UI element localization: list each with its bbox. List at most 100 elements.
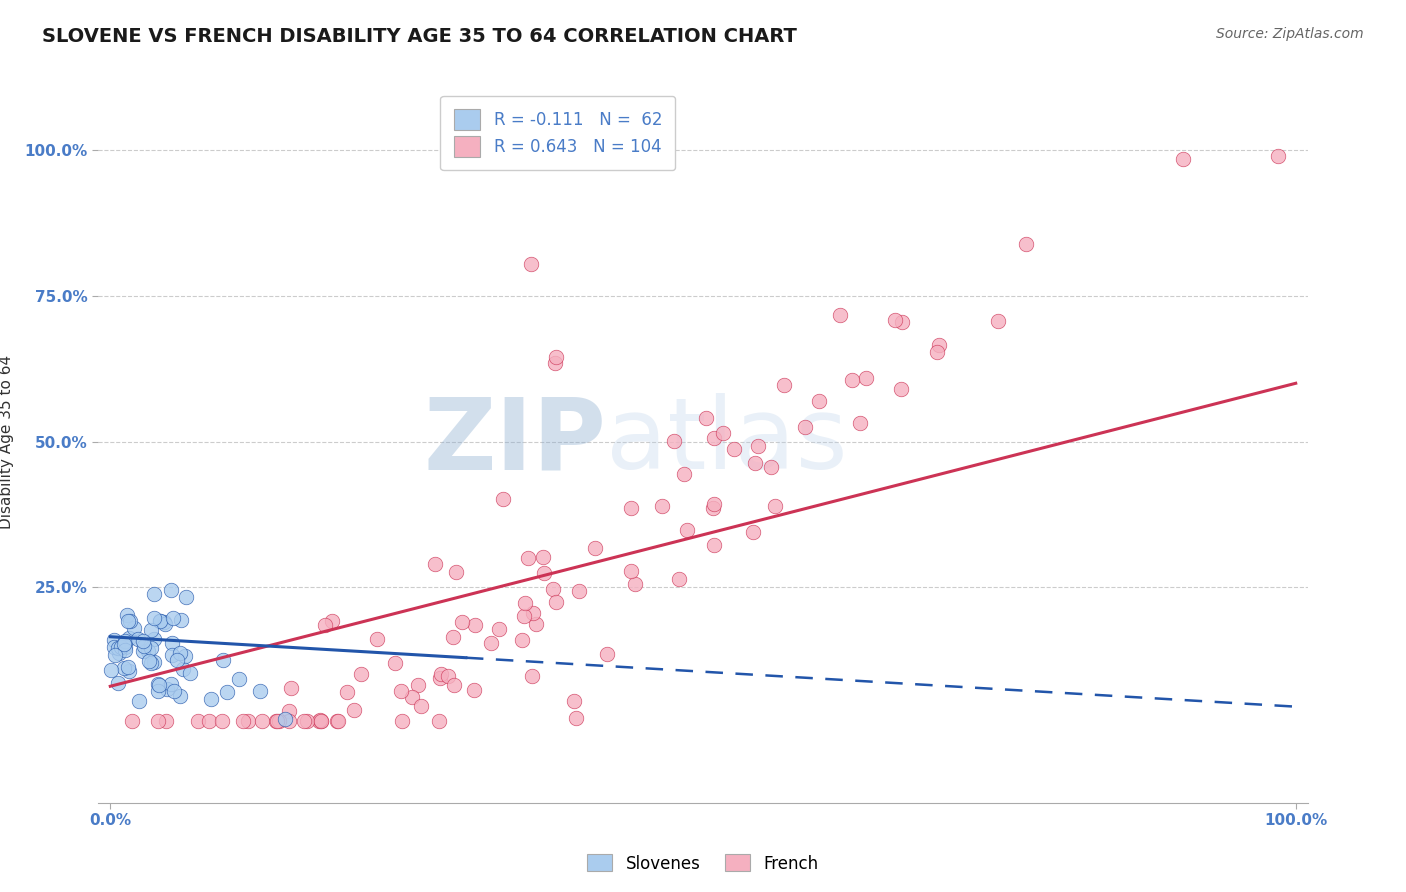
Point [132,644,155,658]
Point [513,608,536,623]
Point [389,684,412,698]
Point [927,344,949,359]
Point [830,308,852,322]
Point [987,313,1010,327]
Point [264,714,287,729]
Point [273,712,295,726]
Point [741,525,763,540]
Text: Source: ZipAtlas.com: Source: ZipAtlas.com [1216,27,1364,41]
Point [711,425,734,440]
Point [142,655,165,669]
Point [703,497,725,511]
Point [121,714,143,729]
Point [436,668,458,682]
Point [159,582,181,597]
Point [107,640,129,655]
Point [114,642,136,657]
Point [139,641,162,656]
Point [309,714,332,729]
Point [391,714,413,729]
Point [335,684,357,698]
Point [430,666,453,681]
Point [114,633,136,648]
Point [441,630,464,644]
Point [166,653,188,667]
Point [200,691,222,706]
Point [531,550,554,565]
Point [702,501,724,516]
Point [170,613,193,627]
Point [118,664,141,678]
Point [517,550,540,565]
Point [794,420,817,434]
Point [187,714,209,729]
Point [115,608,138,623]
Point [138,654,160,668]
Point [143,611,166,625]
Text: atlas: atlas [606,393,848,490]
Point [544,350,567,364]
Point [198,714,221,729]
Point [163,684,186,698]
Point [673,467,696,482]
Point [848,417,870,431]
Point [808,394,831,409]
Point [620,500,643,515]
Point [406,678,429,692]
Point [103,640,125,654]
Point [326,714,349,729]
Point [744,456,766,470]
Point [114,640,136,655]
Point [309,714,332,729]
Point [232,714,254,729]
Point [228,672,250,686]
Point [565,711,588,725]
Point [148,684,170,698]
Point [238,714,260,729]
Point [112,637,135,651]
Y-axis label: Disability Age 35 to 64: Disability Age 35 to 64 [0,354,14,529]
Point [366,632,388,646]
Point [512,633,534,648]
Point [104,648,127,662]
Point [463,682,485,697]
Point [384,656,406,670]
Point [160,648,183,662]
Point [427,714,450,729]
Point [623,577,645,591]
Point [596,647,619,661]
Point [562,694,585,708]
Point [110,640,132,655]
Point [131,634,153,648]
Point [112,661,135,675]
Point [142,632,165,646]
Point [401,690,423,704]
Point [309,714,332,728]
Point [522,607,544,621]
Point [156,682,179,697]
Point [723,442,745,456]
Point [141,623,163,637]
Point [533,566,555,580]
Point [662,434,685,449]
Point [759,460,782,475]
Point [513,596,536,610]
Point [173,649,195,664]
Point [212,653,235,667]
Text: ZIP: ZIP [423,393,606,490]
Point [117,659,139,673]
Point [211,714,233,729]
Point [544,595,567,609]
Point [620,564,643,578]
Point [122,621,145,635]
Point [162,611,184,625]
Point [128,693,150,707]
Point [141,657,163,671]
Point [841,373,863,387]
Point [107,646,129,660]
Point [928,338,950,352]
Point [890,382,912,396]
Point [544,356,567,370]
Point [172,662,194,676]
Point [103,632,125,647]
